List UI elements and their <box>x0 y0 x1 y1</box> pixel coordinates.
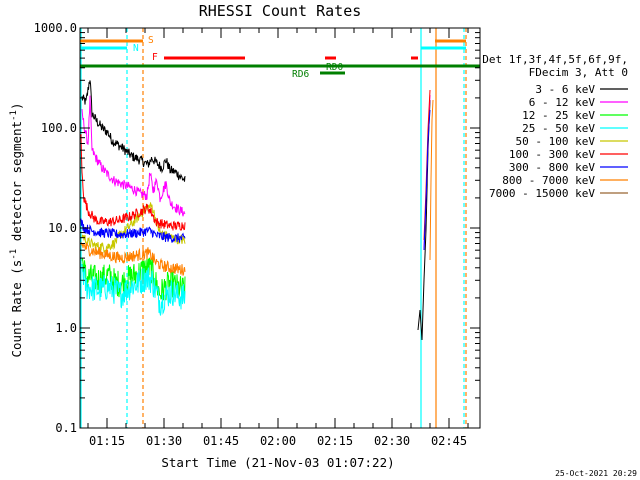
x-tick-label: 01:45 <box>203 434 239 448</box>
legend-header-line-1: Det 1f,3f,4f,5f,6f,9f, <box>482 53 628 66</box>
y-tick-label: 100.0 <box>41 121 77 135</box>
legend-label-7: 800 - 7000 keV <box>502 174 595 187</box>
y-tick-label: 1.0 <box>55 321 77 335</box>
x-tick-label: 02:15 <box>317 434 353 448</box>
y-axis-title-end: ) <box>9 103 24 111</box>
y-axis-title: Count Rate (s-1 detector segment-1) <box>9 103 24 358</box>
legend-label-1: 6 - 12 keV <box>529 96 596 109</box>
x-tick-label: 02:30 <box>374 434 410 448</box>
y-axis-title-sup1: -1 <box>9 249 19 260</box>
flag-label-rd6: RD6 <box>292 69 309 80</box>
legend-label-4: 50 - 100 keV <box>516 135 596 148</box>
legend: Det 1f,3f,4f,5f,6f,9f, FDecim 3, Att 0 3… <box>482 53 628 200</box>
tail-spike-3 <box>423 109 431 251</box>
y-tick-label: 10.0 <box>48 221 77 235</box>
flag-label-f: F <box>152 52 158 63</box>
footer-timestamp: 25-Oct-2021 20:29 <box>555 469 637 478</box>
series-line-6 <box>80 218 186 243</box>
series-line-1 <box>81 95 186 217</box>
x-tick-label: 01:30 <box>146 434 182 448</box>
legend-label-0: 3 - 6 keV <box>535 83 595 96</box>
legend-label-2: 12 - 25 keV <box>522 109 595 122</box>
series-line-3 <box>81 263 186 316</box>
y-axis-title-sup2: -1 <box>9 110 19 121</box>
x-axis-title: Start Time (21-Nov-03 01:07:22) <box>161 455 394 470</box>
legend-label-8: 7000 - 15000 keV <box>489 187 595 200</box>
y-axis-title-main: Count Rate (s <box>9 260 24 358</box>
legend-label-6: 300 - 800 keV <box>509 161 595 174</box>
chart-title: RHESSI Count Rates <box>199 2 362 20</box>
x-tick-label: 01:15 <box>89 434 125 448</box>
y-tick-label: 0.1 <box>55 421 77 435</box>
legend-label-3: 25 - 50 keV <box>522 122 595 135</box>
tail-spike-4 <box>429 99 434 261</box>
flag-label-n: N <box>133 43 139 54</box>
legend-header-line-2: FDecim 3, Att 0 <box>529 66 628 79</box>
series-layer <box>80 28 467 428</box>
axis-layer: 0.1 1.0 10.0 100.0 1000.0 01:15 01:30 01:45 02:0… <box>34 21 480 448</box>
series-line-5 <box>80 134 186 231</box>
series-line-7 <box>80 241 186 276</box>
legend-label-5: 100 - 300 keV <box>509 148 595 161</box>
x-tick-label: 02:00 <box>260 434 296 448</box>
series-line-0 <box>81 80 186 182</box>
y-axis-title-mid: detector segment <box>9 121 24 249</box>
y-tick-label: 1000.0 <box>34 21 77 35</box>
flag-label-s: S <box>148 35 154 46</box>
flag-label-rd0: RD0 <box>326 62 343 73</box>
overlay-layer: SN F RD0 RD6 <box>80 35 480 80</box>
x-tick-label: 02:45 <box>431 434 467 448</box>
